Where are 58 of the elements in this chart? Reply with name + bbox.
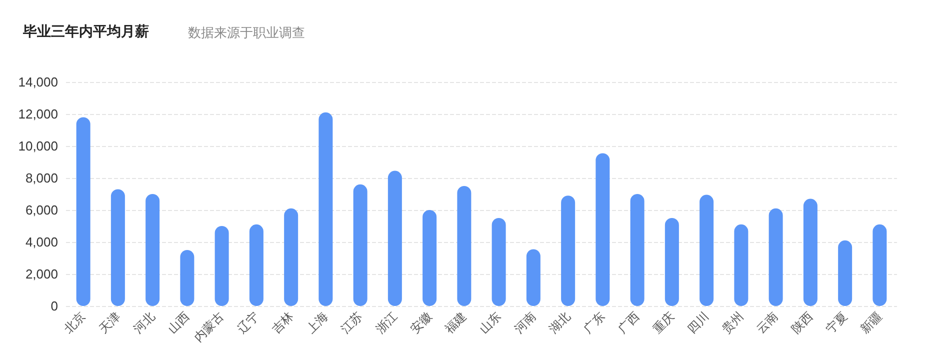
x-tick-label: 陕西 [788, 309, 816, 336]
bar [110, 189, 125, 306]
x-tick-label: 四川 [684, 309, 712, 336]
bar [353, 184, 368, 306]
bar [492, 218, 506, 306]
y-tick-label: 4,000 [25, 234, 58, 250]
bar [526, 249, 540, 306]
x-tick-label: 浙江 [373, 309, 400, 336]
x-tick-label: 广东 [580, 309, 608, 336]
x-tick-label: 宁夏 [823, 309, 850, 336]
bar [180, 250, 194, 306]
bar [318, 112, 333, 306]
y-tick-label: 12,000 [18, 106, 58, 122]
bar [700, 194, 714, 306]
x-tick-label: 上海 [304, 309, 331, 336]
x-tick-label: 重庆 [650, 309, 677, 336]
bar [803, 198, 818, 306]
bar [146, 194, 160, 306]
x-tick-label: 吉林 [269, 309, 296, 336]
bar [284, 208, 298, 306]
bar [596, 153, 610, 306]
bar [838, 240, 852, 306]
y-tick-label: 10,000 [18, 138, 58, 154]
y-tick-label: 8,000 [25, 170, 58, 186]
y-tick-label: 2,000 [25, 266, 58, 282]
bar [249, 224, 264, 306]
x-tick-label: 北京 [61, 309, 88, 336]
y-tick-label: 6,000 [25, 202, 58, 218]
y-tick-label: 14,000 [18, 74, 58, 90]
bar [872, 224, 887, 306]
x-tick-label: 湖北 [546, 309, 574, 336]
chart-subtitle: 数据来源于职业调查 [188, 26, 305, 41]
x-tick-label: 内蒙古 [191, 309, 227, 344]
x-tick-label: 贵州 [719, 309, 746, 336]
x-tick-label: 辽宁 [234, 309, 262, 336]
x-tick-label: 河北 [130, 309, 158, 336]
x-tick-label: 山西 [165, 309, 192, 336]
bar [768, 208, 783, 306]
x-tick-label: 河南 [512, 309, 538, 336]
y-tick-label: 0 [50, 298, 58, 314]
bar [561, 196, 576, 306]
bar [214, 226, 229, 306]
bar [734, 224, 748, 306]
x-tick-label: 江苏 [338, 309, 366, 336]
bar [630, 194, 644, 306]
x-tick-label: 安徽 [408, 309, 435, 336]
x-tick-label: 山东 [476, 309, 504, 336]
bar [457, 186, 472, 306]
x-tick-label: 福建 [442, 309, 470, 336]
chart-title: 毕业三年内平均月薪 [22, 24, 149, 40]
x-tick-label: 云南 [754, 309, 781, 336]
x-tick-label: 新疆 [858, 309, 885, 336]
bar [422, 210, 437, 306]
x-tick-label: 天津 [96, 309, 123, 336]
bar [388, 170, 402, 306]
bar [76, 117, 90, 306]
bar [664, 218, 679, 306]
x-tick-label: 广西 [615, 309, 642, 336]
